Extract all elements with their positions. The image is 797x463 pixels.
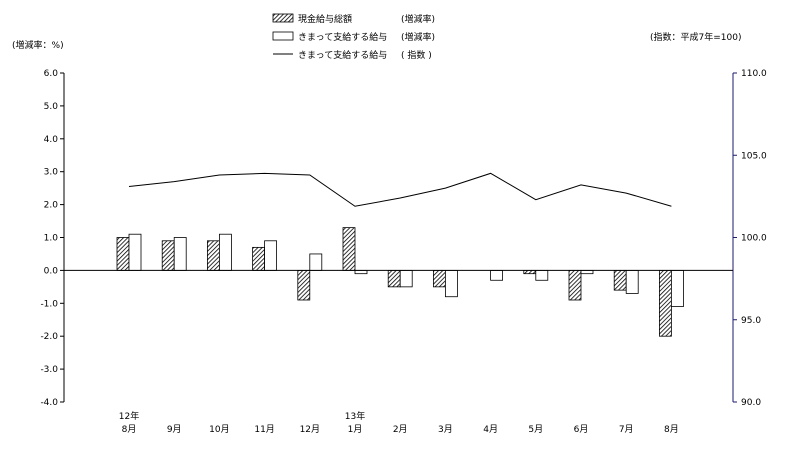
left-tick-label: 1.0	[44, 234, 59, 244]
left-tick-label: -4.0	[40, 398, 58, 408]
right-axis-title: (指数：平成7年=100)	[650, 31, 741, 43]
legend-label-regular-pay: きまって支給する給与	[298, 31, 387, 43]
legend-suffix-cash-total: (増減率)	[401, 13, 435, 25]
left-tick-label: 2.0	[44, 201, 59, 211]
x-tick-label: 9月	[167, 424, 182, 435]
legend-item-regular-index: きまって支給する給与 ( 指数 )	[273, 49, 432, 61]
legend-item-cash-total: 現金給与総額 (増減率)	[272, 13, 435, 25]
legend: 現金給与総額 (増減率) きまって支給する給与 (増減率) きまって支給する給与…	[272, 13, 435, 61]
x-tick-label: 6月	[574, 424, 589, 435]
bar-regular-pay	[671, 269, 684, 307]
x-tick-label: 5月	[528, 424, 543, 435]
left-tick-label: -1.0	[40, 299, 58, 309]
x-tick-label: 12月	[300, 424, 320, 435]
x-tick-label: 1月	[348, 424, 363, 435]
x-tick-label: 8月	[664, 424, 679, 435]
bar-regular-pay	[535, 269, 549, 281]
right-tick-label: 95.0	[741, 316, 761, 326]
legend-label-cash-total: 現金給与総額	[298, 13, 352, 25]
bar-regular-pay	[625, 269, 639, 294]
left-tick-label: 4.0	[44, 135, 59, 145]
legend-swatch-white	[272, 31, 294, 41]
bar-cash-total	[342, 227, 356, 271]
x-tick-label: 10月	[209, 424, 229, 435]
left-tick-label: -3.0	[40, 365, 58, 375]
x-year-label: 13年	[345, 410, 365, 422]
right-tick-label: 110.0	[741, 69, 767, 79]
bar-cash-total	[432, 269, 446, 288]
x-tick-label: 11月	[254, 424, 274, 435]
left-axis-title: (増減率：%)	[12, 39, 64, 51]
bar-regular-pay	[444, 269, 458, 298]
bar-regular-pay	[309, 253, 323, 271]
bar-cash-total	[568, 269, 582, 301]
left-tick-label: 0.0	[44, 266, 59, 276]
legend-label-regular-index: きまって支給する給与	[298, 49, 387, 61]
bar-regular-pay	[173, 237, 187, 271]
x-tick-label: 3月	[438, 424, 453, 435]
bar-cash-total	[387, 269, 401, 288]
bar-cash-total	[161, 240, 175, 271]
x-tick-label: 2月	[393, 424, 408, 435]
bar-cash-total	[659, 269, 672, 337]
bar-regular-pay	[490, 269, 504, 281]
bar-regular-pay	[218, 233, 232, 271]
bar-regular-pay	[399, 269, 413, 288]
legend-swatch-hatched	[272, 13, 294, 23]
bar-cash-total	[613, 269, 627, 291]
left-tick-label: 6.0	[44, 69, 59, 79]
x-tick-label: 4月	[483, 424, 498, 435]
left-axis-ticks: 6.0 5.0 4.0 3.0 2.0 1.0 0.0 -1.0 -2.0 -3.0 -4.0	[40, 69, 64, 408]
legend-suffix-regular-index: ( 指数 )	[401, 49, 432, 61]
right-axis-ticks: 110.0 105.0 100.0 95.0 90.0	[733, 69, 767, 408]
left-tick-label: -2.0	[40, 332, 58, 342]
left-tick-label: 5.0	[44, 102, 59, 112]
x-tick-label: 8月	[122, 424, 137, 435]
bar-regular-pay	[128, 233, 142, 271]
bar-cash-total	[297, 269, 311, 301]
x-year-label: 12年	[119, 410, 139, 422]
bar-cash-total	[116, 237, 130, 271]
right-tick-label: 105.0	[741, 151, 767, 161]
bar-regular-pay	[264, 240, 278, 271]
bars	[116, 227, 684, 337]
legend-item-regular-pay: きまって支給する給与 (増減率)	[272, 31, 435, 43]
bar-cash-total	[252, 246, 266, 271]
bar-cash-total	[206, 240, 220, 271]
right-tick-label: 100.0	[741, 234, 767, 244]
x-axis-labels: 8月 9月 10月 11月 12月 1月 2月 3月 4月 5月 6月 7月 8月 12年 13年	[119, 410, 679, 435]
index-line	[128, 172, 672, 207]
x-tick-label: 7月	[619, 424, 634, 435]
left-tick-label: 3.0	[44, 168, 59, 178]
legend-suffix-regular-pay: (増減率)	[401, 31, 435, 43]
right-tick-label: 90.0	[741, 398, 761, 408]
